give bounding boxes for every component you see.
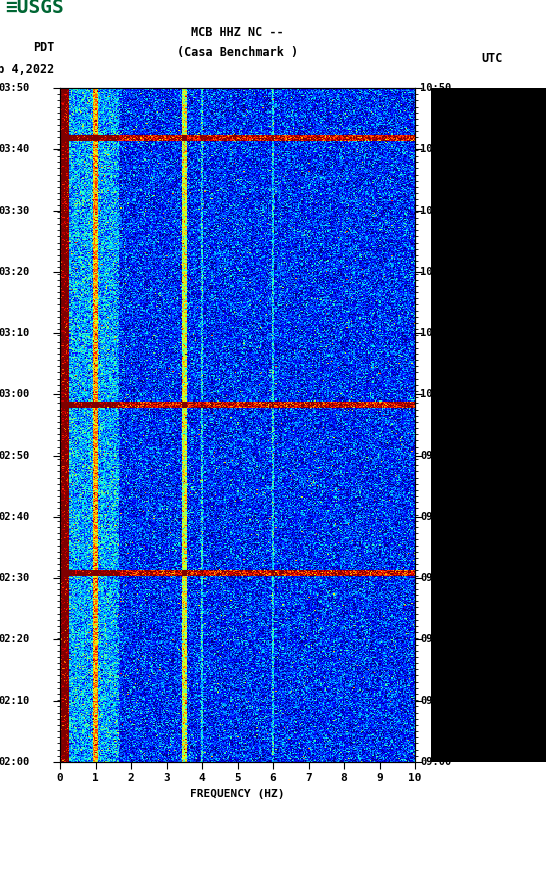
Text: 10:50: 10:50 xyxy=(420,83,452,93)
Text: 09:00: 09:00 xyxy=(420,757,452,767)
Text: 09:30: 09:30 xyxy=(420,574,452,583)
Text: (Casa Benchmark ): (Casa Benchmark ) xyxy=(177,45,298,59)
Text: 10:30: 10:30 xyxy=(420,205,452,216)
Text: 03:30: 03:30 xyxy=(0,205,30,216)
Text: 09:50: 09:50 xyxy=(420,450,452,460)
Text: 02:10: 02:10 xyxy=(0,696,30,706)
Text: 09:10: 09:10 xyxy=(420,696,452,706)
Text: 09:20: 09:20 xyxy=(420,634,452,644)
Text: 03:20: 03:20 xyxy=(0,267,30,277)
Text: 03:00: 03:00 xyxy=(0,390,30,400)
Text: MCB HHZ NC --: MCB HHZ NC -- xyxy=(191,26,284,39)
X-axis label: FREQUENCY (HZ): FREQUENCY (HZ) xyxy=(190,789,285,798)
Text: 03:10: 03:10 xyxy=(0,328,30,338)
Text: Sep 4,2022: Sep 4,2022 xyxy=(0,62,55,76)
Text: 10:20: 10:20 xyxy=(420,267,452,277)
Text: 03:40: 03:40 xyxy=(0,145,30,154)
Text: 02:50: 02:50 xyxy=(0,450,30,460)
Text: 10:10: 10:10 xyxy=(420,328,452,338)
Text: 02:30: 02:30 xyxy=(0,574,30,583)
Text: PDT: PDT xyxy=(33,41,55,54)
Text: 02:40: 02:40 xyxy=(0,512,30,522)
Text: 02:00: 02:00 xyxy=(0,757,30,767)
Text: 09:40: 09:40 xyxy=(420,512,452,522)
Text: 10:40: 10:40 xyxy=(420,145,452,154)
Text: ≡USGS: ≡USGS xyxy=(6,0,64,17)
Text: 02:20: 02:20 xyxy=(0,634,30,644)
Text: 03:50: 03:50 xyxy=(0,83,30,93)
Text: 10:00: 10:00 xyxy=(420,390,452,400)
Text: UTC: UTC xyxy=(481,52,503,65)
